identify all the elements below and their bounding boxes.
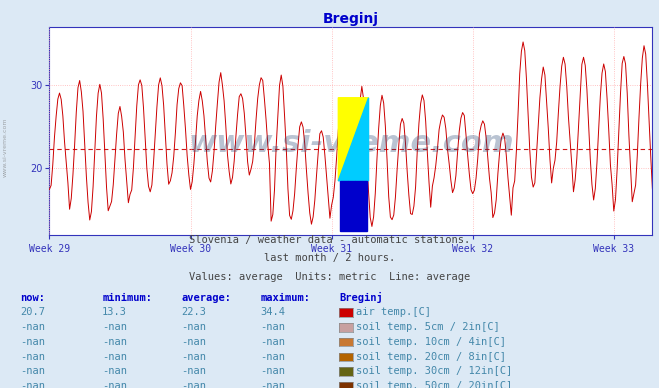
Text: -nan: -nan <box>260 322 285 332</box>
Text: -nan: -nan <box>181 337 206 347</box>
Text: soil temp. 30cm / 12in[C]: soil temp. 30cm / 12in[C] <box>356 366 512 376</box>
Text: 13.3: 13.3 <box>102 307 127 317</box>
Text: -nan: -nan <box>20 366 45 376</box>
Text: maximum:: maximum: <box>260 293 310 303</box>
Text: -nan: -nan <box>260 352 285 362</box>
Text: -nan: -nan <box>102 352 127 362</box>
Text: soil temp. 5cm / 2in[C]: soil temp. 5cm / 2in[C] <box>356 322 500 332</box>
Text: -nan: -nan <box>260 366 285 376</box>
Text: last month / 2 hours.: last month / 2 hours. <box>264 253 395 263</box>
Text: soil temp. 10cm / 4in[C]: soil temp. 10cm / 4in[C] <box>356 337 506 347</box>
Text: -nan: -nan <box>181 352 206 362</box>
Text: -nan: -nan <box>181 381 206 388</box>
Text: minimum:: minimum: <box>102 293 152 303</box>
Text: -nan: -nan <box>102 337 127 347</box>
Text: -nan: -nan <box>260 337 285 347</box>
Text: soil temp. 50cm / 20in[C]: soil temp. 50cm / 20in[C] <box>356 381 512 388</box>
Text: -nan: -nan <box>181 322 206 332</box>
Text: -nan: -nan <box>20 381 45 388</box>
Text: soil temp. 20cm / 8in[C]: soil temp. 20cm / 8in[C] <box>356 352 506 362</box>
Text: -nan: -nan <box>20 352 45 362</box>
Text: now:: now: <box>20 293 45 303</box>
Text: air temp.[C]: air temp.[C] <box>356 307 431 317</box>
Text: 20.7: 20.7 <box>20 307 45 317</box>
Text: Slovenia / weather data - automatic stations.: Slovenia / weather data - automatic stat… <box>189 234 470 244</box>
Text: Values: average  Units: metric  Line: average: Values: average Units: metric Line: aver… <box>189 272 470 282</box>
Text: -nan: -nan <box>20 337 45 347</box>
Text: www.si-vreme.com: www.si-vreme.com <box>3 118 8 177</box>
Text: 22.3: 22.3 <box>181 307 206 317</box>
Text: 34.4: 34.4 <box>260 307 285 317</box>
Bar <box>340 181 367 230</box>
Polygon shape <box>338 98 368 181</box>
Text: -nan: -nan <box>102 366 127 376</box>
Text: -nan: -nan <box>102 322 127 332</box>
Text: -nan: -nan <box>260 381 285 388</box>
Text: www.si-vreme.com: www.si-vreme.com <box>188 129 514 158</box>
Text: -nan: -nan <box>181 366 206 376</box>
Title: Breginj: Breginj <box>323 12 379 26</box>
Polygon shape <box>338 98 368 181</box>
Text: average:: average: <box>181 293 231 303</box>
Text: Breginj: Breginj <box>339 292 383 303</box>
Text: -nan: -nan <box>102 381 127 388</box>
Text: -nan: -nan <box>20 322 45 332</box>
